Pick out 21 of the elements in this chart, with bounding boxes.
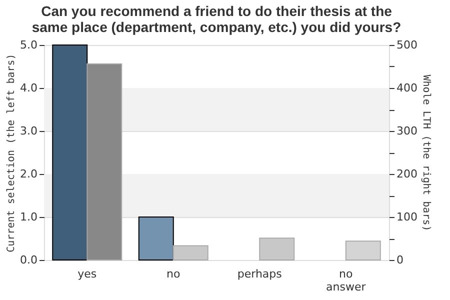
y2-tick-label: 500: [396, 38, 418, 52]
x-tick-label: yes: [78, 268, 97, 280]
y2-tick-label: 0: [396, 254, 404, 266]
bar: [259, 238, 295, 260]
y-tick-label: 2.0: [20, 168, 38, 180]
y-tick-label: 1.0: [20, 210, 38, 224]
y2-tick-label: 400: [396, 82, 418, 94]
y2-axis-title: Whole LTH (the right bars): [420, 74, 432, 232]
y-tick-label: 3.0: [20, 124, 38, 138]
x-tick-label: no: [166, 268, 180, 280]
y-axis-title: Current selection (the left bars): [6, 54, 18, 252]
x-tick-label: no answer: [326, 268, 366, 294]
bar: [345, 240, 381, 260]
y-tick-label: 5.0: [20, 38, 38, 52]
chart-title: Can you recommend a friend to do their thesis at the same place (department, company, etc.) you did yours?: [32, 3, 402, 35]
y2-tick-label: 100: [396, 210, 418, 224]
y-tick-label: 0.0: [20, 254, 38, 266]
y-tick-label: 4.0: [20, 82, 38, 94]
x-tick-label: perhaps: [237, 268, 282, 280]
y2-tick-label: 300: [396, 124, 418, 138]
y2-tick-label: 200: [396, 168, 418, 180]
